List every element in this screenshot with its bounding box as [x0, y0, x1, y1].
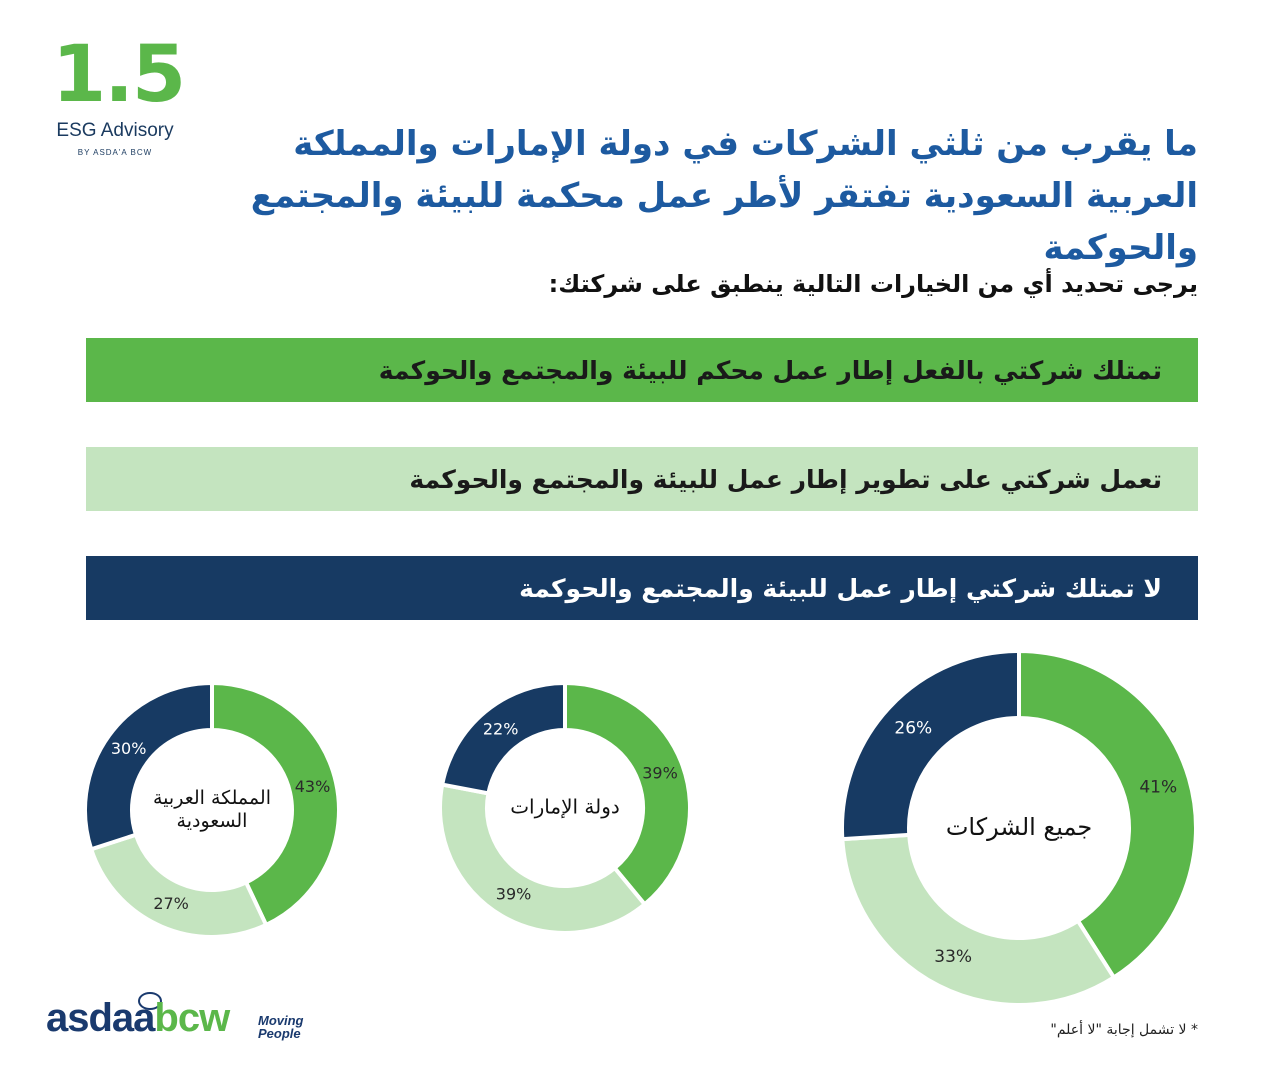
chart-title: المملكة العربية — [153, 787, 271, 809]
donut-segment — [83, 680, 214, 852]
asdaa-bcw-logo: asdaabcw — [46, 996, 230, 1041]
donut-chart-1: 41% 33% 26% جميع الشركات — [840, 648, 1198, 1007]
donut-segment — [210, 680, 341, 928]
logo-brand-asdaa: asdaa — [46, 996, 155, 1040]
headline: ما يقرب من ثلثي الشركات في دولة الإمارات… — [250, 124, 1198, 268]
tagline: Moving People — [258, 1014, 304, 1040]
chart-title: السعودية — [177, 810, 248, 832]
legend-label-has-framework: تمتلك شركتي بالفعل إطار عمل محكم للبيئة … — [378, 355, 1162, 385]
legend-label-developing-framework: تعمل شركتي على تطوير إطار عمل للبيئة وال… — [409, 464, 1162, 494]
data-label: 41% — [1139, 778, 1177, 798]
logo-brand-bcw: bcw — [154, 996, 230, 1040]
data-label: 43% — [295, 777, 331, 796]
tagline-line-2: People — [258, 1026, 301, 1041]
legend-label-no-framework: لا تمتلك شركتي إطار عمل للبيئة والمجتمع … — [519, 573, 1162, 603]
data-label: 22% — [483, 720, 519, 739]
data-label: 33% — [934, 947, 972, 967]
legend-bar-has-framework: تمتلك شركتي بالفعل إطار عمل محكم للبيئة … — [86, 338, 1198, 402]
data-label: 27% — [153, 894, 189, 913]
data-label: 26% — [894, 719, 932, 739]
footnote: * لا تشمل إجابة "لا أعلم" — [1050, 1022, 1198, 1038]
logo-number: 1.5 — [52, 30, 186, 120]
legend-bar-no-framework: لا تمتلك شركتي إطار عمل للبيئة والمجتمع … — [86, 556, 1198, 620]
chart-title: دولة الإمارات — [510, 795, 620, 819]
donut-segment — [840, 648, 1021, 842]
donut-charts: 41% 33% 26% جميع الشركات 39% 39% 22% دولة الإما… — [83, 648, 1198, 1007]
donut-segment — [88, 832, 269, 939]
data-label: 39% — [642, 763, 678, 782]
donut-segment — [439, 680, 567, 796]
donut-segment — [563, 680, 692, 908]
tagline-line-1: Moving — [258, 1013, 304, 1028]
donut-segment — [1017, 648, 1198, 981]
donut-segment — [438, 782, 648, 935]
logo-byline: BY ASDA'A BCW — [77, 148, 153, 157]
donut-chart-2: 39% 39% 22% دولة الإمارات — [438, 680, 692, 935]
survey-question: يرجى تحديد أي من الخيارات التالية ينطبق … — [548, 270, 1198, 298]
legend-bar-developing-framework: تعمل شركتي على تطوير إطار عمل للبيئة وال… — [86, 447, 1198, 511]
chart-title: جميع الشركات — [946, 813, 1092, 841]
data-label: 39% — [496, 884, 532, 903]
logo-title: ESG Advisory — [56, 120, 174, 141]
speech-bubble-icon — [138, 992, 162, 1010]
donut-segment — [840, 832, 1117, 1007]
data-label: 30% — [111, 739, 147, 758]
